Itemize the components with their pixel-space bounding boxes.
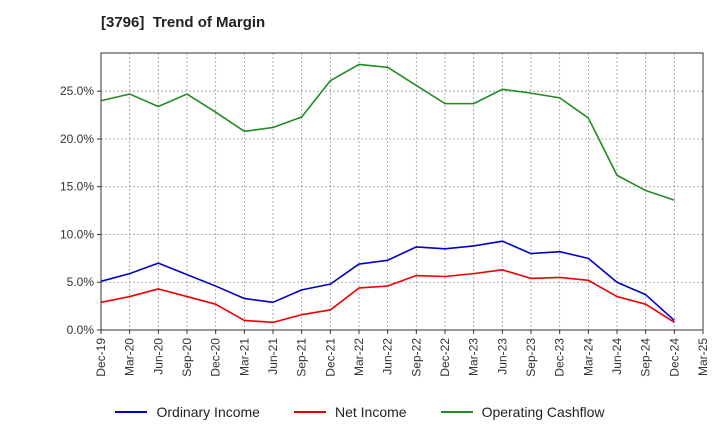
x-tick-label: Mar-24 — [581, 338, 595, 376]
x-tick-label: Mar-21 — [237, 338, 251, 376]
x-tick-label: Sep-22 — [409, 338, 423, 377]
series-line-operating-cashflow — [100, 63, 675, 201]
legend-swatch — [115, 411, 148, 413]
x-tick-label: Jun-23 — [495, 338, 509, 375]
x-tick-label: Dec-24 — [667, 338, 681, 377]
x-tick-label: Jun-21 — [266, 338, 280, 375]
x-tick-label: Sep-20 — [180, 338, 194, 377]
plot-area — [101, 53, 703, 330]
legend-swatch — [440, 411, 473, 413]
x-tick-label: Jun-22 — [381, 338, 395, 375]
x-tick-label: Mar-25 — [696, 338, 710, 376]
legend-label: Operating Cashflow — [481, 404, 605, 420]
legend-item: Net Income — [293, 404, 407, 420]
x-axis: Dec-19 Mar-20 Jun-20 Sep-20 Dec-20 Mar-21 Jun-… — [94, 330, 710, 377]
series-lines — [100, 63, 675, 324]
x-tick-label: Dec-20 — [209, 338, 223, 377]
y-tick-label: 25.0% — [60, 84, 94, 98]
legend: Ordinary Income Net Income Operating Cashf… — [0, 404, 720, 420]
series-line-net-income — [100, 269, 675, 324]
x-tick-label: Mar-20 — [123, 338, 137, 376]
grid-lines — [101, 53, 703, 330]
y-tick-label: 10.0% — [60, 227, 94, 241]
y-tick-label: 0.0% — [67, 323, 95, 337]
x-tick-label: Dec-23 — [553, 338, 567, 377]
x-tick-label: Sep-23 — [524, 338, 538, 377]
legend-label: Ordinary Income — [156, 404, 260, 420]
y-tick-label: 15.0% — [60, 180, 94, 194]
y-tick-label: 20.0% — [60, 132, 94, 146]
legend-label: Net Income — [334, 404, 407, 420]
x-tick-label: Sep-21 — [295, 338, 309, 377]
y-axis: 0.0% 5.0% 10.0% 15.0% 20.0% 25.0% — [60, 84, 101, 337]
chart-title: [3796] Trend of Margin — [101, 14, 266, 31]
legend-item: Ordinary Income — [115, 404, 260, 420]
plot-frame — [100, 52, 704, 331]
series-line-ordinary-income — [100, 240, 675, 322]
x-tick-label: Jun-24 — [610, 338, 624, 375]
x-tick-label: Sep-24 — [639, 338, 653, 377]
x-tick-label: Dec-21 — [323, 338, 337, 377]
x-tick-label: Mar-23 — [467, 338, 481, 376]
legend-swatch — [293, 411, 326, 413]
x-tick-label: Mar-22 — [352, 338, 366, 376]
x-tick-label: Dec-22 — [438, 338, 452, 377]
x-tick-label: Jun-20 — [151, 338, 165, 375]
x-tick-label: Dec-19 — [94, 338, 108, 377]
y-tick-label: 5.0% — [67, 275, 95, 289]
legend-item: Operating Cashflow — [440, 404, 605, 420]
